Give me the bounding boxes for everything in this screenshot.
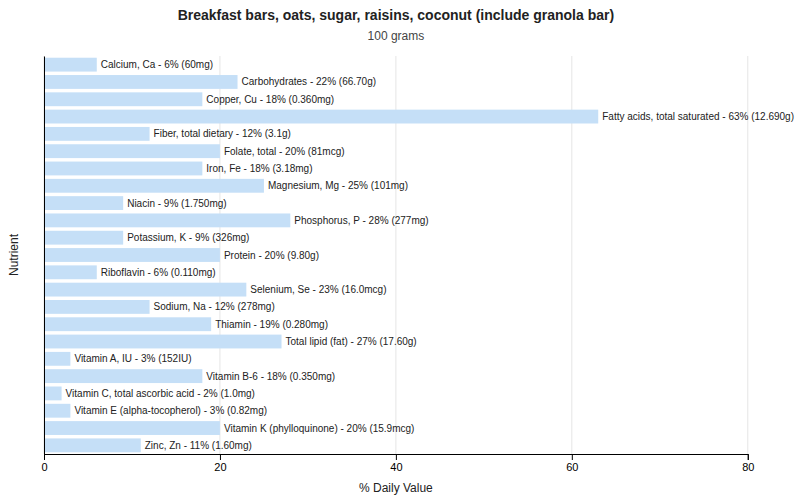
y-axis-title: Nutrient [7,233,21,276]
x-tick-mark [44,454,45,460]
x-tick-mark [396,454,397,460]
grid-line [44,56,45,454]
bar [44,265,97,279]
x-tick: 80 [742,454,754,473]
x-tick: 0 [41,454,47,473]
bar-label: Vitamin A, IU - 3% (152IU) [74,353,191,364]
x-axis-title: % Daily Value [359,481,433,495]
bar [44,404,70,418]
bar-label: Thiamin - 19% (0.280mg) [215,319,328,330]
title: Breakfast bars, oats, sugar, raisins, co… [178,7,614,23]
bar [44,110,598,124]
x-tick: 60 [566,454,578,473]
bars [44,58,598,453]
x-tick-mark [220,454,221,460]
y-axis-line [44,57,45,455]
bar [44,92,202,106]
x-tick: 40 [390,454,402,473]
bar-label: Potassium, K - 9% (326mg) [127,232,249,243]
bar-label: Selenium, Se - 23% (16.0mcg) [250,284,386,295]
subtitle: 100 grams [368,29,425,43]
bar-label: Vitamin B-6 - 18% (0.350mg) [206,371,335,382]
bar-label: Vitamin E (alpha-tocopherol) - 3% (0.82m… [74,405,267,416]
bar-label: Phosphorus, P - 28% (277mg) [294,215,428,226]
bar [44,196,123,210]
bar-label: Calcium, Ca - 6% (60mg) [101,59,213,70]
bar-label: Zinc, Zn - 11% (1.60mg) [145,440,252,451]
bar-label: Magnesium, Mg - 25% (101mg) [268,180,408,191]
bar [44,179,264,193]
bar-label: Fiber, total dietary - 12% (3.1g) [154,128,291,139]
bar-label: Folate, total - 20% (81mcg) [224,146,345,157]
x-axis: 0 20 40 60 80 [41,454,754,473]
bar [44,317,211,331]
bar [44,438,141,452]
bar [44,352,70,366]
bar [44,144,220,158]
bar [44,369,202,383]
bar [44,283,246,297]
bar-labels: Calcium, Ca - 6% (60mg) Carbohydrates - 2… [66,59,794,451]
x-tick-mark [572,454,573,460]
bar [44,213,290,227]
y-axis [44,57,45,455]
bar [44,421,220,435]
bar-label: Protein - 20% (9.80g) [224,250,319,261]
x-tick: 20 [214,454,226,473]
bar [44,387,62,401]
x-tick-label: 40 [390,461,402,473]
x-axis-line [45,455,749,461]
x-tick-label: 0 [41,461,47,473]
bar [44,127,150,141]
bar-label: Iron, Fe - 18% (3.18mg) [206,163,312,174]
bar-label: Niacin - 9% (1.750mg) [127,198,226,209]
x-tick-mark [748,454,749,460]
bar [44,162,202,176]
bar-label: Vitamin K (phylloquinone) - 20% (15.9mcg… [224,423,414,434]
chart-svg: Calcium, Ca - 6% (60mg) Carbohydrates - 2… [0,0,800,500]
bar-label: Riboflavin - 6% (0.110mg) [101,267,216,278]
x-tick-label: 60 [566,461,578,473]
bar [44,58,97,72]
bar [44,248,220,262]
x-tick-label: 80 [742,461,754,473]
bar [44,300,150,314]
bar-label: Sodium, Na - 12% (278mg) [154,301,275,312]
bar-label: Copper, Cu - 18% (0.360mg) [206,94,334,105]
bar-label: Fatty acids, total saturated - 63% (12.6… [602,111,794,122]
bar-label: Vitamin C, total ascorbic acid - 2% (1.0… [66,388,255,399]
x-tick-label: 20 [214,461,226,473]
chart-container: Calcium, Ca - 6% (60mg) Carbohydrates - 2… [0,0,800,500]
bar-label: Carbohydrates - 22% (66.70g) [242,76,377,87]
bar [44,335,282,349]
bar-label: Total lipid (fat) - 27% (17.60g) [286,336,417,347]
bar [44,231,123,245]
bar [44,75,238,89]
